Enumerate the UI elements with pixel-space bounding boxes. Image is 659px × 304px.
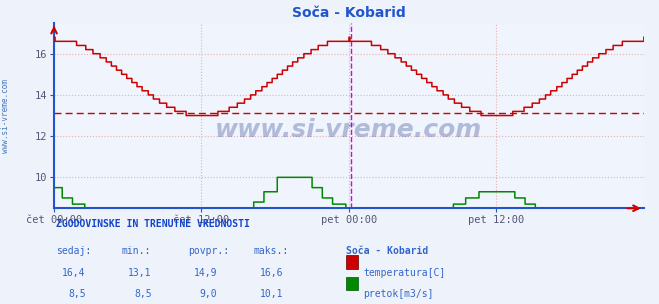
Text: min.:: min.: [122,246,152,256]
Title: Soča - Kobarid: Soča - Kobarid [292,6,406,20]
Text: 14,9: 14,9 [194,268,217,278]
Text: ZGODOVINSKE IN TRENUTNE VREDNOSTI: ZGODOVINSKE IN TRENUTNE VREDNOSTI [56,219,250,229]
Text: Soča - Kobarid: Soča - Kobarid [346,246,428,256]
Text: 16,4: 16,4 [62,268,86,278]
Text: 13,1: 13,1 [128,268,152,278]
Text: 8,5: 8,5 [134,289,152,299]
Text: pretok[m3/s]: pretok[m3/s] [363,289,434,299]
Text: maks.:: maks.: [254,246,289,256]
Text: 10,1: 10,1 [260,289,283,299]
Text: povpr.:: povpr.: [188,246,229,256]
Text: www.si-vreme.com: www.si-vreme.com [1,78,10,153]
Text: 8,5: 8,5 [68,289,86,299]
Text: sedaj:: sedaj: [56,246,91,256]
Text: temperatura[C]: temperatura[C] [363,268,445,278]
Text: www.si-vreme.com: www.si-vreme.com [215,118,482,142]
Text: 16,6: 16,6 [260,268,283,278]
Text: 9,0: 9,0 [200,289,217,299]
